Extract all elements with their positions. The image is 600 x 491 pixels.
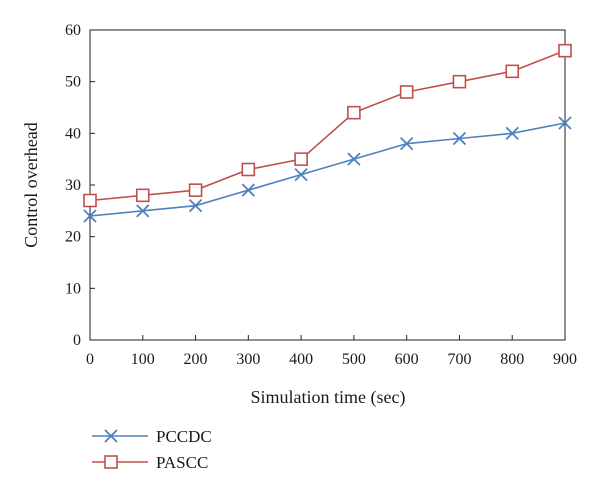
legend-marker-pascc xyxy=(104,455,118,469)
series-pascc-point xyxy=(83,193,97,208)
x-tick-label: 700 xyxy=(447,351,471,368)
series-pascc-point xyxy=(294,152,308,166)
y-tick-label: 20 xyxy=(65,229,81,246)
series-pccdc-point xyxy=(136,204,150,218)
y-tick-label: 50 xyxy=(65,74,81,91)
x-tick-label: 400 xyxy=(289,351,313,368)
x-tick-label: 500 xyxy=(342,351,366,368)
x-tick-label: 900 xyxy=(553,351,577,368)
series-pascc-point xyxy=(452,74,467,89)
series-pccdc-point xyxy=(188,199,203,213)
series-pccdc-point xyxy=(505,126,519,140)
series-pccdc xyxy=(83,116,572,223)
plot-frame xyxy=(89,29,566,341)
series-pascc-point xyxy=(241,162,256,177)
x-tick-label: 300 xyxy=(236,351,260,368)
legend-label-pccdc: PCCDC xyxy=(156,427,212,446)
series-pascc-point xyxy=(399,85,414,99)
series-pascc-point xyxy=(505,64,520,79)
series-pascc-point xyxy=(188,183,203,197)
series-pccdc-point xyxy=(452,131,467,146)
x-axis-title: Simulation time (sec) xyxy=(251,387,406,408)
series-pascc-point xyxy=(347,105,361,120)
series-pccdc-line xyxy=(89,122,566,217)
y-tick-label: 60 xyxy=(65,22,81,39)
series-pascc-line xyxy=(89,49,566,202)
x-tick-label: 200 xyxy=(184,351,208,368)
x-tick-label: 100 xyxy=(131,351,155,368)
series-pccdc-point xyxy=(241,183,255,197)
series-pascc-point xyxy=(558,43,572,58)
y-tick-label: 10 xyxy=(65,280,81,297)
y-tick-label: 0 xyxy=(73,332,81,349)
series-pccdc-point xyxy=(347,152,361,166)
y-tick-label: 30 xyxy=(65,177,81,194)
y-axis-title: Control overhead xyxy=(21,122,41,247)
x-tick-label: 800 xyxy=(500,351,524,368)
y-tick-label: 40 xyxy=(65,125,81,142)
series-pccdc-point xyxy=(400,137,414,151)
x-tick-label: 0 xyxy=(86,351,94,368)
series-pccdc-point xyxy=(294,168,308,182)
x-tick-label: 600 xyxy=(395,351,419,368)
series-pccdc-point xyxy=(558,116,572,130)
series-pascc-point xyxy=(135,188,150,203)
legend-marker-pccdc xyxy=(104,429,118,443)
series-pascc xyxy=(83,43,572,208)
legend-item-pascc: PASCC xyxy=(92,453,208,472)
series-pccdc-point xyxy=(83,209,97,223)
legend: PCCDC PASCC xyxy=(92,427,212,472)
legend-label-pascc: PASCC xyxy=(156,453,208,472)
legend-item-pccdc: PCCDC xyxy=(92,427,212,446)
